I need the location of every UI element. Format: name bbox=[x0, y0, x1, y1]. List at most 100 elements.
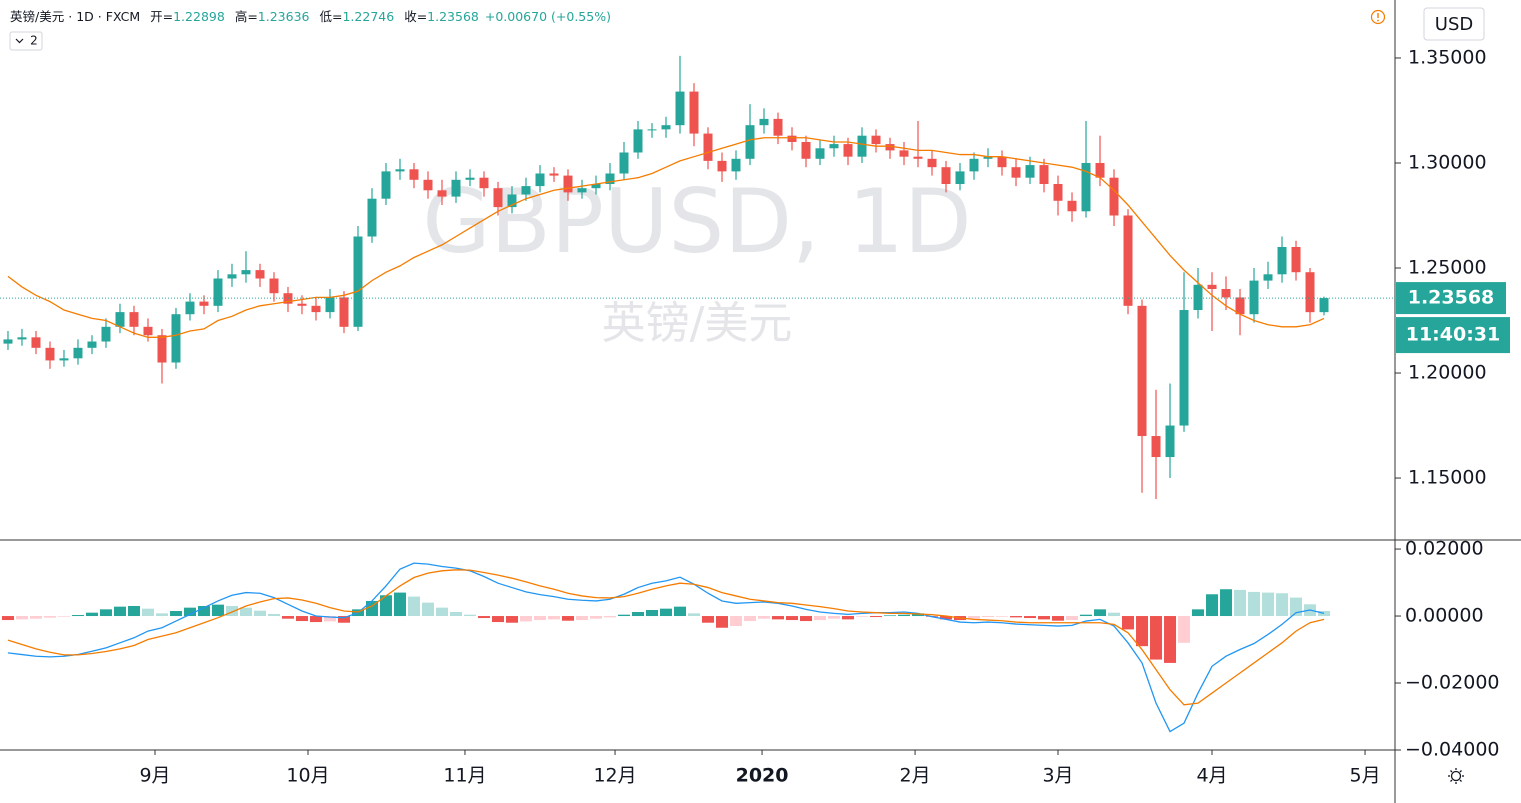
histogram-bar bbox=[407, 596, 420, 617]
histogram-bar bbox=[702, 616, 715, 623]
candle-body bbox=[185, 301, 195, 315]
candle-body bbox=[1179, 310, 1189, 426]
candle-body bbox=[1053, 183, 1063, 201]
histogram-bar bbox=[800, 616, 813, 622]
candle-body bbox=[241, 270, 251, 275]
candle-body bbox=[1025, 165, 1035, 178]
candle-body bbox=[633, 129, 643, 153]
candle-body bbox=[101, 326, 111, 342]
histogram-bar bbox=[884, 615, 897, 617]
candle-body bbox=[885, 144, 895, 151]
histogram-bar bbox=[379, 595, 392, 617]
settings-icon[interactable] bbox=[1448, 768, 1464, 784]
candle-body bbox=[1011, 167, 1021, 178]
ma-line bbox=[7, 137, 1325, 338]
y-tick-label: 0.00000 bbox=[1405, 605, 1484, 627]
candle-body bbox=[73, 347, 83, 359]
histogram-bar bbox=[940, 616, 953, 620]
candle-body bbox=[1039, 165, 1049, 184]
signal-line bbox=[7, 569, 1325, 706]
studies-toggle[interactable] bbox=[9, 31, 43, 51]
watermark: GBPUSD, 1D bbox=[422, 170, 971, 273]
histogram-bar bbox=[71, 615, 84, 617]
chevron bbox=[15, 38, 24, 44]
interval: 1D bbox=[76, 9, 94, 24]
histogram-bar bbox=[659, 608, 672, 617]
candle-body bbox=[465, 177, 475, 180]
ohlc-value: 1.22746 bbox=[342, 9, 394, 24]
candle-body bbox=[843, 144, 853, 157]
candle-body bbox=[367, 198, 377, 237]
histogram-bar bbox=[982, 616, 995, 618]
candle-body bbox=[325, 297, 335, 313]
candle-body bbox=[1305, 272, 1315, 313]
histogram-bar bbox=[15, 616, 28, 620]
x-tick-label: 3月 bbox=[1042, 765, 1073, 787]
histogram-bar bbox=[1038, 616, 1051, 620]
x-tick-label: 2020 bbox=[736, 765, 789, 787]
candle-body bbox=[1095, 162, 1105, 178]
x-tick-label: 12月 bbox=[593, 765, 636, 787]
currency-button[interactable] bbox=[1423, 7, 1485, 41]
histogram-bar bbox=[744, 616, 757, 622]
candle-body bbox=[255, 270, 265, 279]
candle-body bbox=[493, 188, 503, 208]
candle-body bbox=[87, 341, 97, 348]
histogram-bar bbox=[141, 608, 154, 617]
candle-body bbox=[3, 339, 13, 344]
histogram-bar bbox=[1220, 589, 1233, 617]
histogram-bar bbox=[1052, 616, 1065, 621]
histogram-bar bbox=[758, 616, 771, 619]
candle-body bbox=[1109, 177, 1119, 216]
histogram-bar bbox=[57, 616, 70, 617]
histogram-bar bbox=[1262, 592, 1275, 617]
histogram-bar bbox=[43, 616, 56, 618]
histogram-bar bbox=[1094, 609, 1107, 617]
macd-plot bbox=[1, 562, 1331, 733]
symbol: 英镑/美元 bbox=[10, 9, 64, 24]
candle-body bbox=[661, 125, 671, 130]
studies-count: 2 bbox=[30, 34, 38, 48]
histogram-bar bbox=[842, 616, 855, 620]
candle-body bbox=[115, 312, 125, 327]
x-tick-label: 4月 bbox=[1196, 765, 1227, 787]
histogram-bar bbox=[786, 616, 799, 621]
histogram-bar bbox=[1206, 594, 1219, 617]
countdown: 11:40:31 bbox=[1406, 324, 1501, 346]
histogram-bar bbox=[29, 616, 42, 619]
macd-line bbox=[7, 562, 1325, 733]
ohlc-label: 高= bbox=[235, 9, 258, 24]
candle-body bbox=[171, 314, 181, 363]
y-tick-label: 1.15000 bbox=[1408, 467, 1487, 489]
candle-body bbox=[535, 173, 545, 187]
histogram-bar bbox=[281, 616, 294, 619]
histogram-bar bbox=[1192, 609, 1205, 617]
candle-body bbox=[339, 297, 349, 327]
warning-icon[interactable] bbox=[1370, 9, 1386, 25]
histogram-bar bbox=[267, 614, 280, 617]
candle-body bbox=[1235, 297, 1245, 315]
candle-body bbox=[563, 175, 573, 193]
ohlc-label: 开= bbox=[150, 9, 173, 24]
histogram-bar bbox=[814, 616, 827, 621]
candle-body bbox=[157, 335, 167, 363]
candle-body bbox=[213, 278, 223, 306]
candle-body bbox=[871, 135, 881, 145]
separator: · bbox=[98, 9, 102, 24]
histogram-bar bbox=[491, 616, 504, 623]
legend-text: 英镑/美元 · 1D · FXCM 开=1.22898 高=1.23636 低=1.22746… bbox=[10, 9, 611, 24]
candle-body bbox=[311, 305, 321, 313]
histogram-bar bbox=[393, 592, 406, 617]
histogram-bar bbox=[1066, 616, 1079, 621]
ohlc-value: 1.23636 bbox=[258, 9, 310, 24]
candles bbox=[3, 55, 1329, 500]
candle-body bbox=[703, 133, 713, 161]
histogram-bar bbox=[1290, 597, 1303, 617]
histogram-bar bbox=[295, 616, 308, 622]
histogram-bar bbox=[730, 616, 743, 627]
candle-body bbox=[969, 158, 979, 172]
candle-body bbox=[59, 358, 69, 361]
